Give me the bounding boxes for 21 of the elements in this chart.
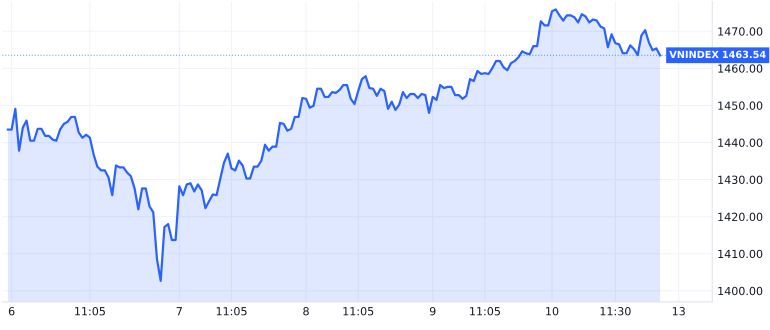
- y-tick-label: 1410.00: [718, 250, 762, 258]
- x-tick-label: 7: [176, 307, 182, 316]
- series-label: VNINDEX: [669, 50, 719, 58]
- x-tick-label: 10: [546, 307, 558, 316]
- x-tick-label: 6: [8, 307, 14, 316]
- y-tick-label: 1400.00: [718, 286, 762, 296]
- y-tick-label: 1430.00: [718, 176, 762, 184]
- x-tick-label: 11:05: [75, 307, 105, 316]
- y-tick-label: 1450.00: [718, 101, 762, 110]
- x-tick-label: 13: [672, 307, 685, 316]
- y-tick-label: 1470.00: [718, 27, 762, 36]
- x-tick-label: 11:05: [470, 307, 500, 316]
- x-tick-label: 11:30: [600, 307, 631, 316]
- x-tick-label: 8: [303, 307, 309, 316]
- y-tick-label: 1420.00: [718, 212, 762, 222]
- x-tick-label: 11:05: [343, 307, 374, 316]
- y-tick-label: 1460.00: [718, 64, 762, 73]
- x-tick-label: 9: [430, 307, 436, 316]
- y-tick-label: 1440.00: [718, 138, 762, 147]
- x-tick-label: 11:05: [216, 307, 247, 316]
- ref-line-label: 1463.54: [722, 50, 766, 58]
